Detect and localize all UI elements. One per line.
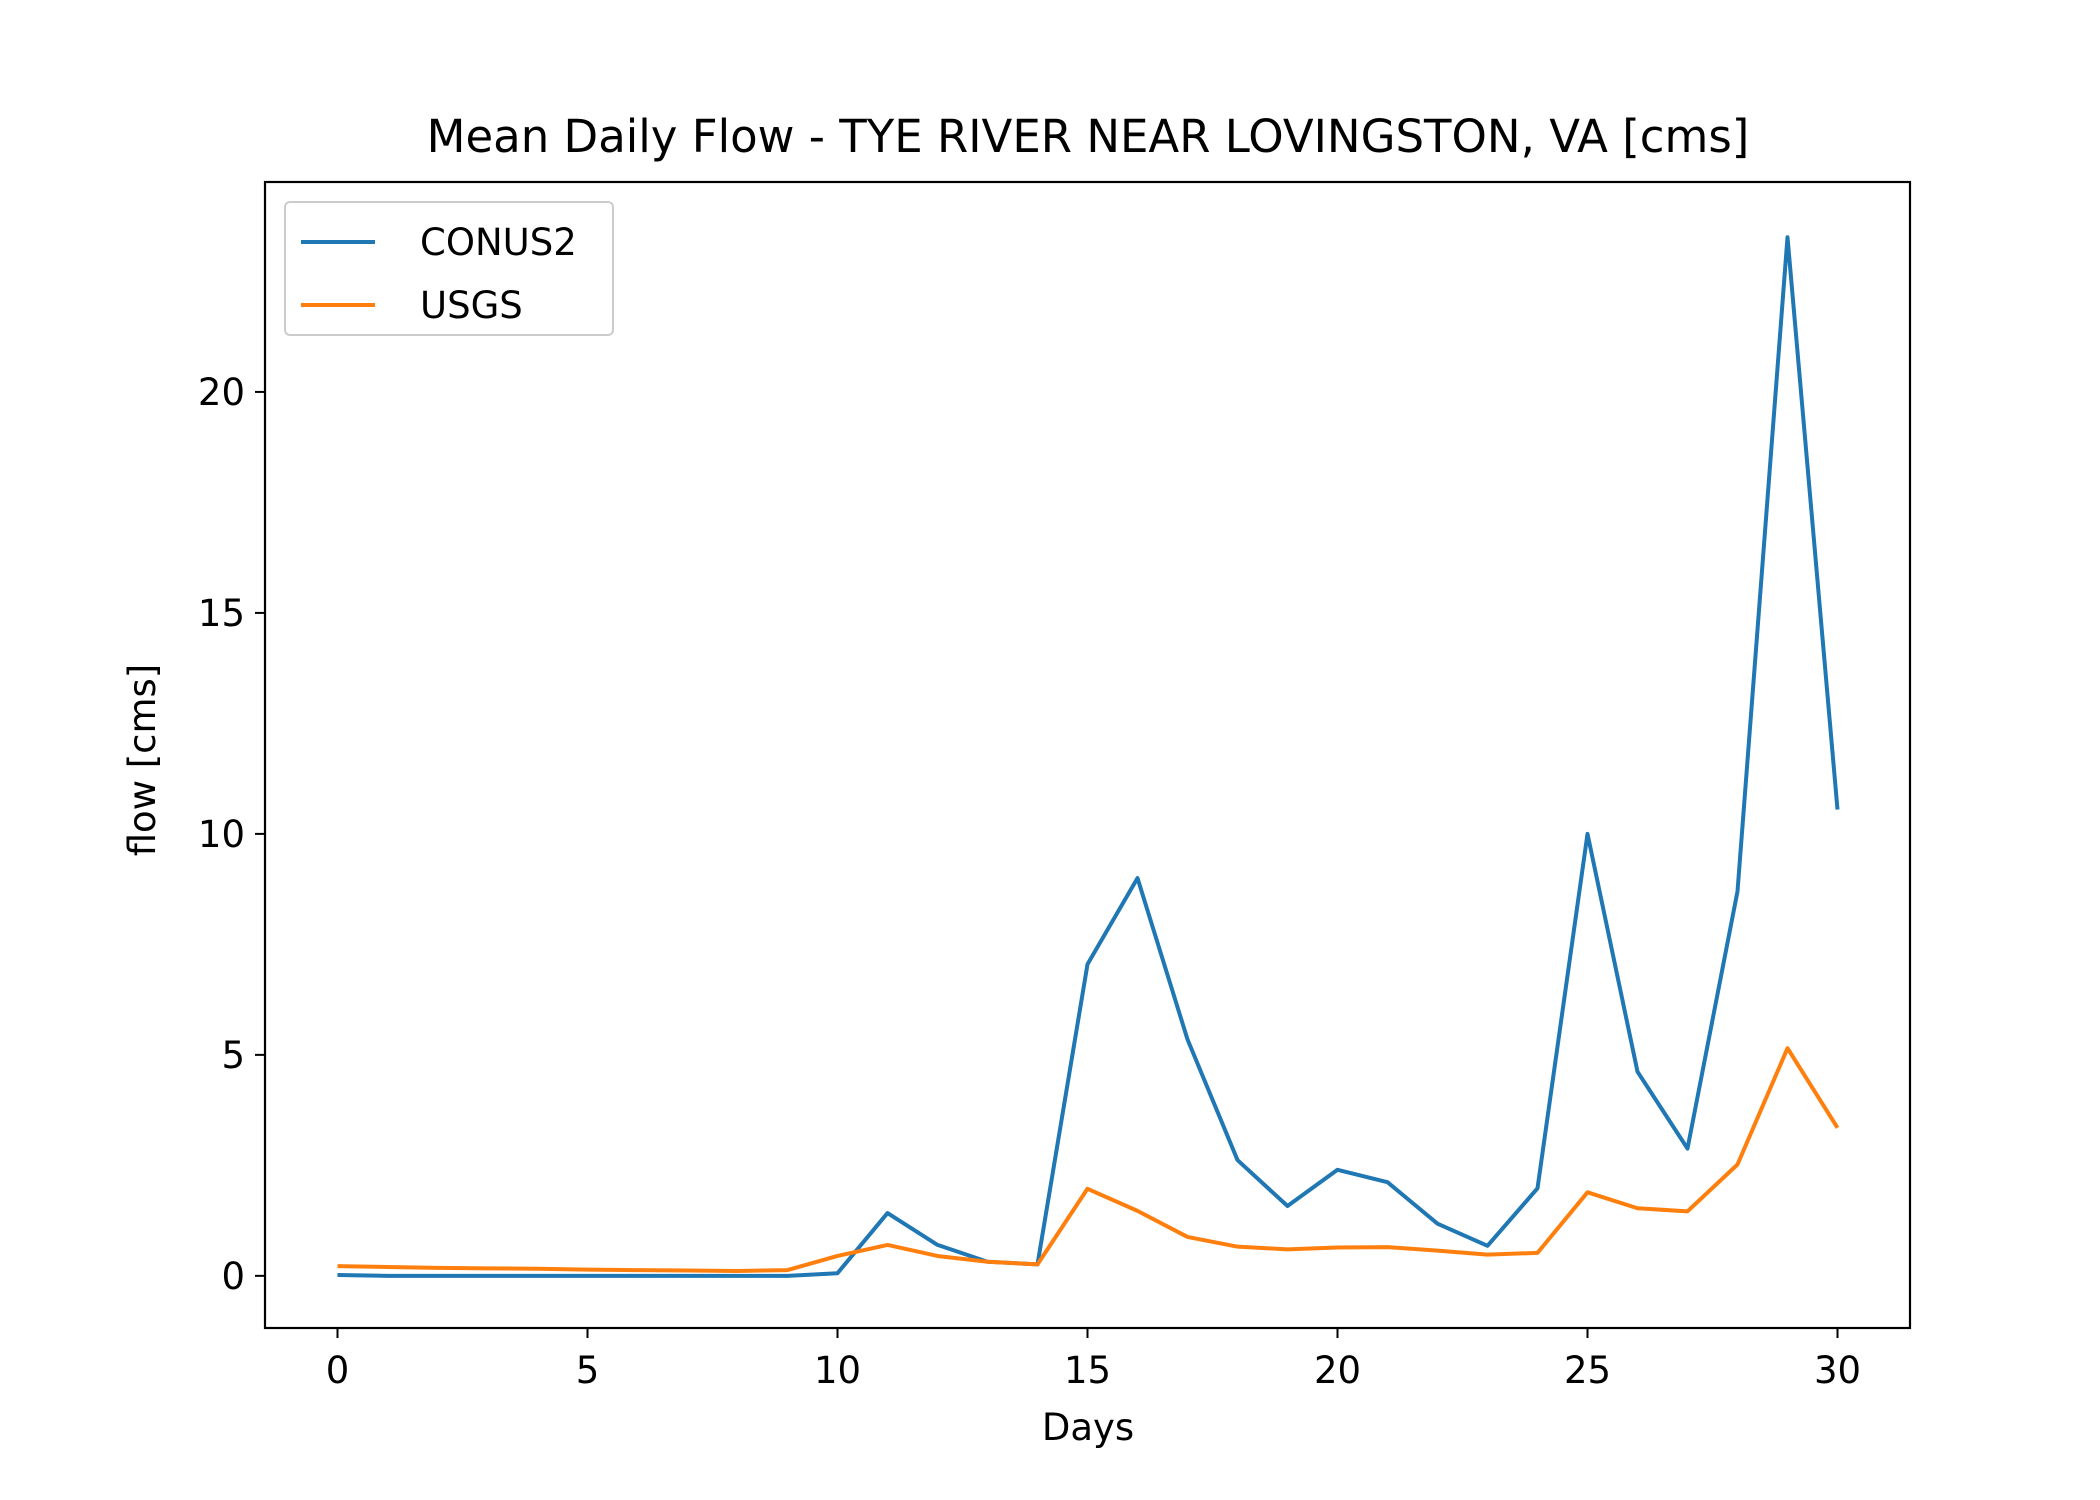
x-tick-label: 5 [576,1349,600,1392]
y-axis: 0 5 10 15 20 [198,371,265,1298]
y-axis-label: flow [cms] [121,664,164,857]
y-tick-label: 15 [198,592,245,635]
x-tick-label: 25 [1564,1349,1611,1392]
y-tick-label: 20 [198,371,245,414]
y-tick-label: 10 [198,813,245,856]
legend-box [284,201,614,336]
y-tick-label: 5 [221,1034,245,1077]
x-tick-label: 10 [814,1349,861,1392]
series-line-conus2 [337,235,1840,1278]
x-axis-label: Days [1042,1406,1134,1449]
legend: CONUS2 USGS [284,201,614,336]
x-tick-label: 15 [1064,1349,1111,1392]
x-tick-label: 20 [1314,1349,1361,1392]
legend-label-usgs: USGS [420,284,523,327]
x-tick-label: 0 [326,1349,350,1392]
y-tick-label: 0 [221,1255,245,1298]
legend-label-conus2: CONUS2 [420,221,577,264]
x-axis: 0 5 10 15 20 25 30 [326,1328,1861,1392]
x-tick-label: 30 [1814,1349,1861,1392]
chart-title: Mean Daily Flow - TYE RIVER NEAR LOVINGS… [427,110,1750,163]
series-line-usgs [337,1046,1840,1273]
